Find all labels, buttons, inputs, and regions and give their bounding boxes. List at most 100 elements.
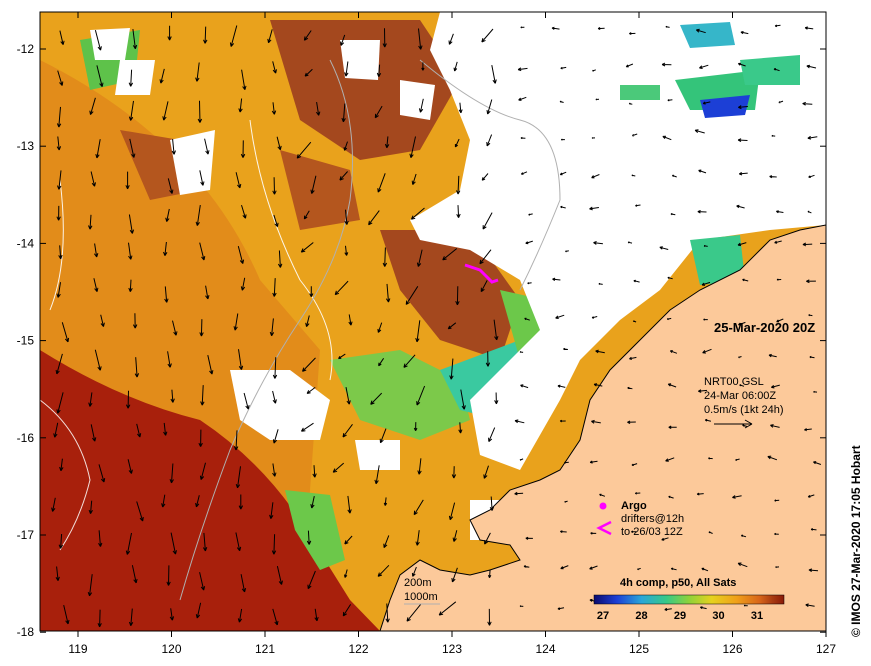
current-arrow <box>305 315 310 328</box>
current-arrow <box>51 497 56 512</box>
current-arrow <box>93 243 99 258</box>
current-arrow <box>129 138 136 158</box>
current-arrow <box>627 241 633 244</box>
current-arrow <box>593 241 603 245</box>
current-arrow <box>163 241 168 256</box>
current-arrow <box>170 389 175 403</box>
current-arrow <box>634 492 641 495</box>
current-arrow <box>627 386 633 390</box>
current-arrow <box>411 173 417 185</box>
current-arrow <box>377 173 386 193</box>
current-arrow <box>237 608 243 623</box>
current-arrow <box>631 174 636 177</box>
current-arrow <box>128 279 133 292</box>
current-arrow <box>699 64 709 69</box>
land-kimberley <box>379 224 826 631</box>
current-arrow <box>701 281 711 286</box>
current-arrow <box>551 26 560 30</box>
current-arrow <box>743 604 748 607</box>
current-arrow <box>342 424 353 438</box>
current-arrow <box>61 322 70 343</box>
current-arrow <box>200 385 205 406</box>
current-arrow <box>88 500 93 514</box>
current-arrow <box>637 567 641 571</box>
current-arrow <box>448 502 456 521</box>
current-arrow <box>131 565 138 584</box>
current-arrow <box>347 495 352 514</box>
current-arrow <box>514 491 524 496</box>
current-arrow <box>90 424 97 442</box>
current-arrow <box>136 501 144 522</box>
current-arrow <box>633 279 640 283</box>
current-arrow <box>198 429 203 447</box>
current-arrow <box>442 248 458 261</box>
lon-tick-label: 126 <box>722 642 742 656</box>
current-arrow <box>272 608 279 626</box>
current-arrow <box>628 102 633 105</box>
current-arrow <box>132 313 138 329</box>
current-arrow <box>702 348 712 354</box>
current-arrow <box>195 495 200 508</box>
current-arrow <box>240 574 247 593</box>
current-arrow <box>368 210 380 226</box>
current-arrow <box>671 174 677 178</box>
current-arrow <box>774 499 780 502</box>
current-arrow <box>125 532 132 555</box>
current-arrow <box>557 607 565 610</box>
current-arrow <box>53 422 59 438</box>
model-name: NRT00 GSL <box>704 376 764 388</box>
current-arrow <box>203 26 208 44</box>
current-arrow <box>736 204 745 209</box>
current-arrow <box>195 205 201 226</box>
map-field <box>40 12 826 631</box>
colorbar-tick-label: 29 <box>674 610 686 622</box>
current-arrow <box>125 171 130 190</box>
current-arrow <box>668 425 677 429</box>
lon-tick-label: 124 <box>535 642 555 656</box>
current-arrow <box>382 247 388 267</box>
current-arrow <box>489 496 495 511</box>
current-arrow <box>56 392 64 414</box>
current-arrow <box>195 62 200 82</box>
current-arrow <box>272 390 277 404</box>
current-arrow <box>199 319 204 337</box>
cloud-mask-4 <box>115 60 155 95</box>
sst-blob-ne-6 <box>620 85 660 100</box>
current-arrow <box>560 66 567 70</box>
current-arrow <box>738 321 746 326</box>
current-arrow <box>199 170 205 186</box>
current-arrow <box>162 101 169 121</box>
current-arrow <box>807 494 815 498</box>
isobath-1000m <box>49 119 333 381</box>
current-arrow <box>98 464 106 483</box>
colorbar-tick-label: 27 <box>597 610 609 622</box>
current-arrow <box>88 392 93 407</box>
current-arrow <box>199 462 206 480</box>
current-arrow <box>447 322 457 330</box>
current-arrow <box>451 567 458 583</box>
current-arrow <box>598 282 603 285</box>
current-arrow <box>296 141 312 159</box>
current-arrow <box>708 457 713 460</box>
current-arrow <box>699 606 707 610</box>
current-arrow <box>273 214 279 228</box>
current-arrow <box>806 279 816 284</box>
current-arrow <box>343 141 348 151</box>
current-arrow <box>87 574 93 597</box>
current-arrow <box>742 278 749 282</box>
current-arrow <box>591 137 596 139</box>
current-arrow <box>560 565 569 570</box>
current-arrow <box>128 214 135 234</box>
current-arrow <box>315 102 321 116</box>
current-arrow <box>306 530 312 545</box>
current-arrow <box>235 466 241 489</box>
current-arrow <box>805 603 815 608</box>
lon-tick-label: 127 <box>816 642 836 656</box>
current-arrow <box>377 564 390 577</box>
current-arrow <box>306 387 316 394</box>
current-arrow <box>523 565 530 568</box>
current-arrow <box>514 419 525 424</box>
cloud-mask-1 <box>230 370 330 440</box>
current-arrow <box>205 285 210 300</box>
